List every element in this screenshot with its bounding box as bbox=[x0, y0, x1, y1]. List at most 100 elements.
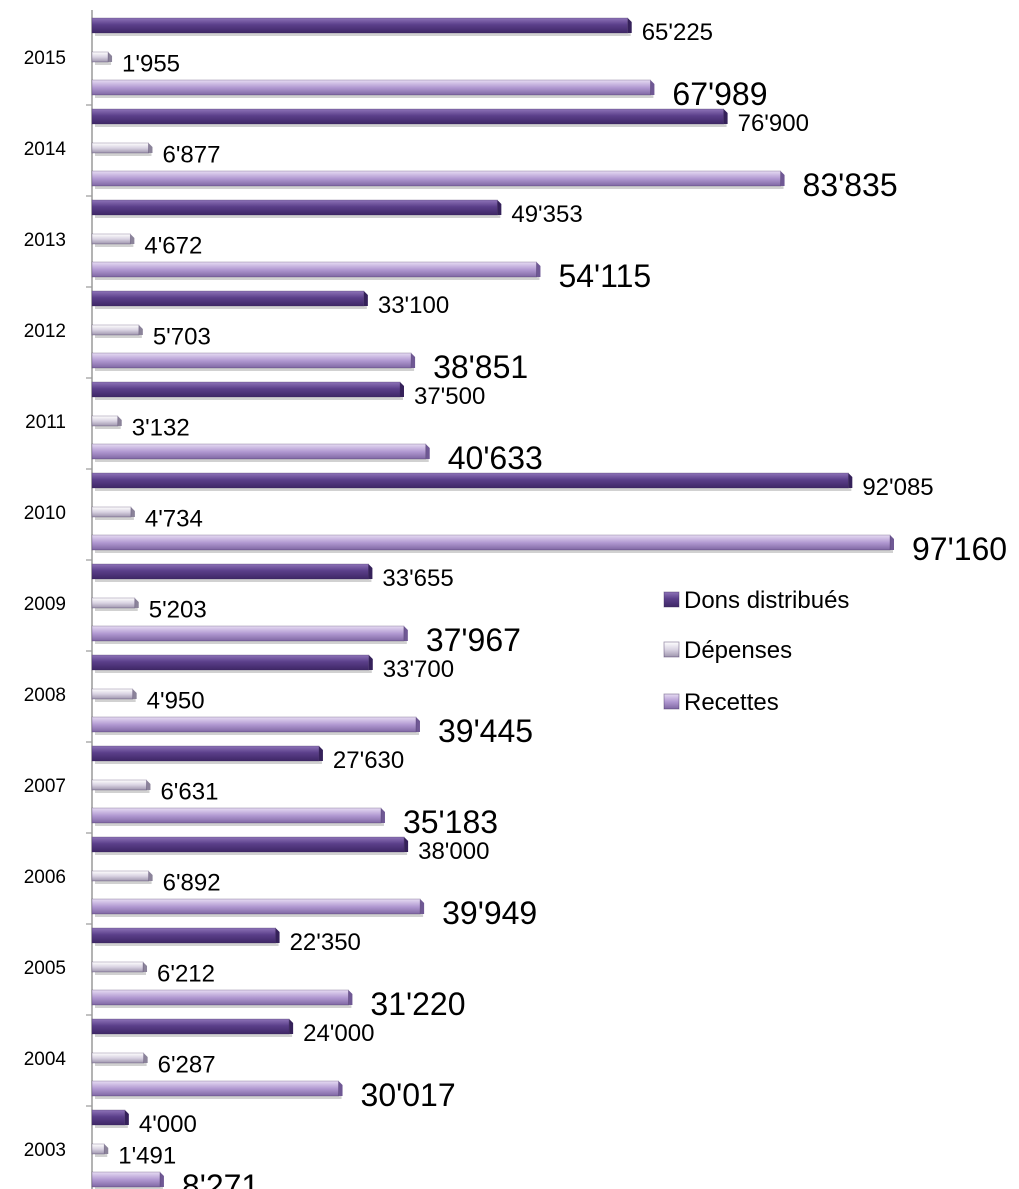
category-label-2015: 2015 bbox=[24, 48, 66, 69]
bar-recettes-2010 bbox=[91, 534, 894, 553]
data-label-recettes-2003: 8'271 bbox=[182, 1168, 259, 1189]
data-label-dons-2004: 24'000 bbox=[303, 1020, 374, 1047]
bar-depenses-2010 bbox=[91, 506, 135, 520]
bar-depenses-2009 bbox=[91, 597, 139, 611]
bar-depenses-2007 bbox=[91, 779, 151, 793]
bar-dons-2012 bbox=[91, 290, 368, 309]
data-label-depenses-2015: 1'955 bbox=[122, 51, 180, 78]
bar-recettes-2009 bbox=[91, 625, 408, 644]
category-label-2009: 2009 bbox=[24, 594, 66, 615]
data-label-recettes-2008: 39'445 bbox=[438, 713, 533, 749]
data-label-dons-2009: 33'655 bbox=[382, 565, 453, 592]
bar-dons-2007 bbox=[91, 745, 323, 764]
bar-recettes-2003 bbox=[91, 1171, 164, 1189]
data-label-recettes-2005: 31'220 bbox=[370, 986, 465, 1022]
data-label-recettes-2007: 35'183 bbox=[403, 804, 498, 840]
bar-dons-2011 bbox=[91, 381, 404, 400]
data-label-recettes-2011: 40'633 bbox=[448, 440, 543, 476]
bar-recettes-2014 bbox=[91, 170, 785, 189]
legend-swatch bbox=[663, 693, 680, 710]
bar-recettes-2015 bbox=[91, 79, 655, 98]
legend-swatch bbox=[663, 641, 680, 658]
bar-depenses-2003 bbox=[91, 1143, 109, 1157]
bar-dons-2013 bbox=[91, 199, 502, 218]
bar-depenses-2005 bbox=[91, 961, 148, 975]
category-label-2011: 2011 bbox=[25, 412, 66, 433]
data-label-dons-2011: 37'500 bbox=[414, 383, 485, 410]
category-label-2007: 2007 bbox=[24, 776, 66, 797]
bar-depenses-2006 bbox=[91, 870, 153, 884]
bar-depenses-2011 bbox=[91, 415, 122, 429]
data-label-depenses-2007: 6'631 bbox=[160, 779, 218, 806]
bar-depenses-2004 bbox=[91, 1052, 148, 1066]
data-label-dons-2010: 92'085 bbox=[862, 474, 933, 501]
data-label-dons-2015: 65'225 bbox=[642, 19, 713, 46]
bar-dons-2009 bbox=[91, 563, 373, 582]
legend-item-dons: Dons distribués bbox=[663, 587, 849, 614]
data-label-recettes-2006: 39'949 bbox=[442, 895, 537, 931]
data-label-dons-2006: 38'000 bbox=[418, 838, 489, 865]
category-label-2006: 2006 bbox=[24, 867, 66, 888]
category-label-2013: 2013 bbox=[24, 230, 66, 251]
bar-depenses-2008 bbox=[91, 688, 137, 702]
data-label-depenses-2011: 3'132 bbox=[132, 415, 190, 442]
data-label-recettes-2009: 37'967 bbox=[426, 622, 521, 658]
bar-recettes-2006 bbox=[91, 898, 425, 917]
category-label-2008: 2008 bbox=[24, 685, 66, 706]
data-label-dons-2013: 49'353 bbox=[511, 201, 582, 228]
data-label-depenses-2003: 1'491 bbox=[118, 1143, 176, 1170]
bar-recettes-2004 bbox=[91, 1080, 343, 1099]
bar-dons-2015 bbox=[91, 17, 632, 36]
bar-dons-2004 bbox=[91, 1018, 294, 1037]
bar-recettes-2005 bbox=[91, 989, 353, 1008]
data-label-depenses-2013: 4'672 bbox=[144, 233, 202, 260]
data-label-depenses-2009: 5'203 bbox=[149, 597, 207, 624]
legend-label: Dépenses bbox=[684, 637, 792, 664]
category-label-2004: 2004 bbox=[24, 1049, 67, 1070]
bar-dons-2014 bbox=[91, 108, 728, 127]
data-label-dons-2008: 33'700 bbox=[383, 656, 454, 683]
data-label-recettes-2004: 30'017 bbox=[361, 1077, 456, 1113]
bar-dons-2010 bbox=[91, 472, 853, 491]
data-label-dons-2014: 76'900 bbox=[738, 110, 809, 137]
data-label-dons-2005: 22'350 bbox=[290, 929, 361, 956]
data-label-depenses-2004: 6'287 bbox=[158, 1052, 216, 1079]
category-label-2005: 2005 bbox=[24, 958, 66, 979]
legend-item-recettes: Recettes bbox=[663, 689, 779, 716]
data-label-recettes-2014: 83'835 bbox=[803, 167, 898, 203]
bar-dons-2006 bbox=[91, 836, 409, 855]
bar-recettes-2007 bbox=[91, 807, 385, 826]
category-label-2003: 2003 bbox=[24, 1140, 66, 1161]
data-label-depenses-2012: 5'703 bbox=[153, 324, 211, 351]
data-label-recettes-2013: 54'115 bbox=[558, 258, 651, 294]
category-label-2010: 2010 bbox=[24, 503, 66, 524]
data-label-depenses-2006: 6'892 bbox=[163, 870, 221, 897]
bar-depenses-2012 bbox=[91, 324, 143, 338]
category-label-2014: 2014 bbox=[24, 139, 67, 160]
data-label-recettes-2012: 38'851 bbox=[433, 349, 528, 385]
legend-label: Recettes bbox=[684, 689, 779, 716]
bar-dons-2003 bbox=[91, 1109, 129, 1128]
bar-recettes-2012 bbox=[91, 352, 416, 371]
data-label-depenses-2008: 4'950 bbox=[147, 688, 205, 715]
bar-recettes-2011 bbox=[91, 443, 430, 462]
data-label-recettes-2015: 67'989 bbox=[672, 76, 767, 112]
bar-dons-2008 bbox=[91, 654, 373, 673]
data-label-dons-2003: 4'000 bbox=[139, 1111, 197, 1138]
data-label-depenses-2014: 6'877 bbox=[162, 142, 220, 169]
bar-recettes-2008 bbox=[91, 716, 420, 735]
bar-dons-2005 bbox=[91, 927, 280, 946]
category-label-2012: 2012 bbox=[24, 321, 66, 342]
data-label-recettes-2010: 97'160 bbox=[912, 531, 1007, 567]
data-label-dons-2012: 33'100 bbox=[378, 292, 449, 319]
data-label-dons-2007: 27'630 bbox=[333, 747, 404, 774]
data-label-depenses-2010: 4'734 bbox=[145, 506, 203, 533]
bar-depenses-2015 bbox=[91, 51, 113, 65]
legend-item-depenses: Dépenses bbox=[663, 637, 792, 664]
legend-label: Dons distribués bbox=[684, 587, 849, 614]
data-label-depenses-2005: 6'212 bbox=[157, 961, 215, 988]
bar-depenses-2014 bbox=[91, 142, 153, 156]
bar-depenses-2013 bbox=[91, 233, 135, 247]
